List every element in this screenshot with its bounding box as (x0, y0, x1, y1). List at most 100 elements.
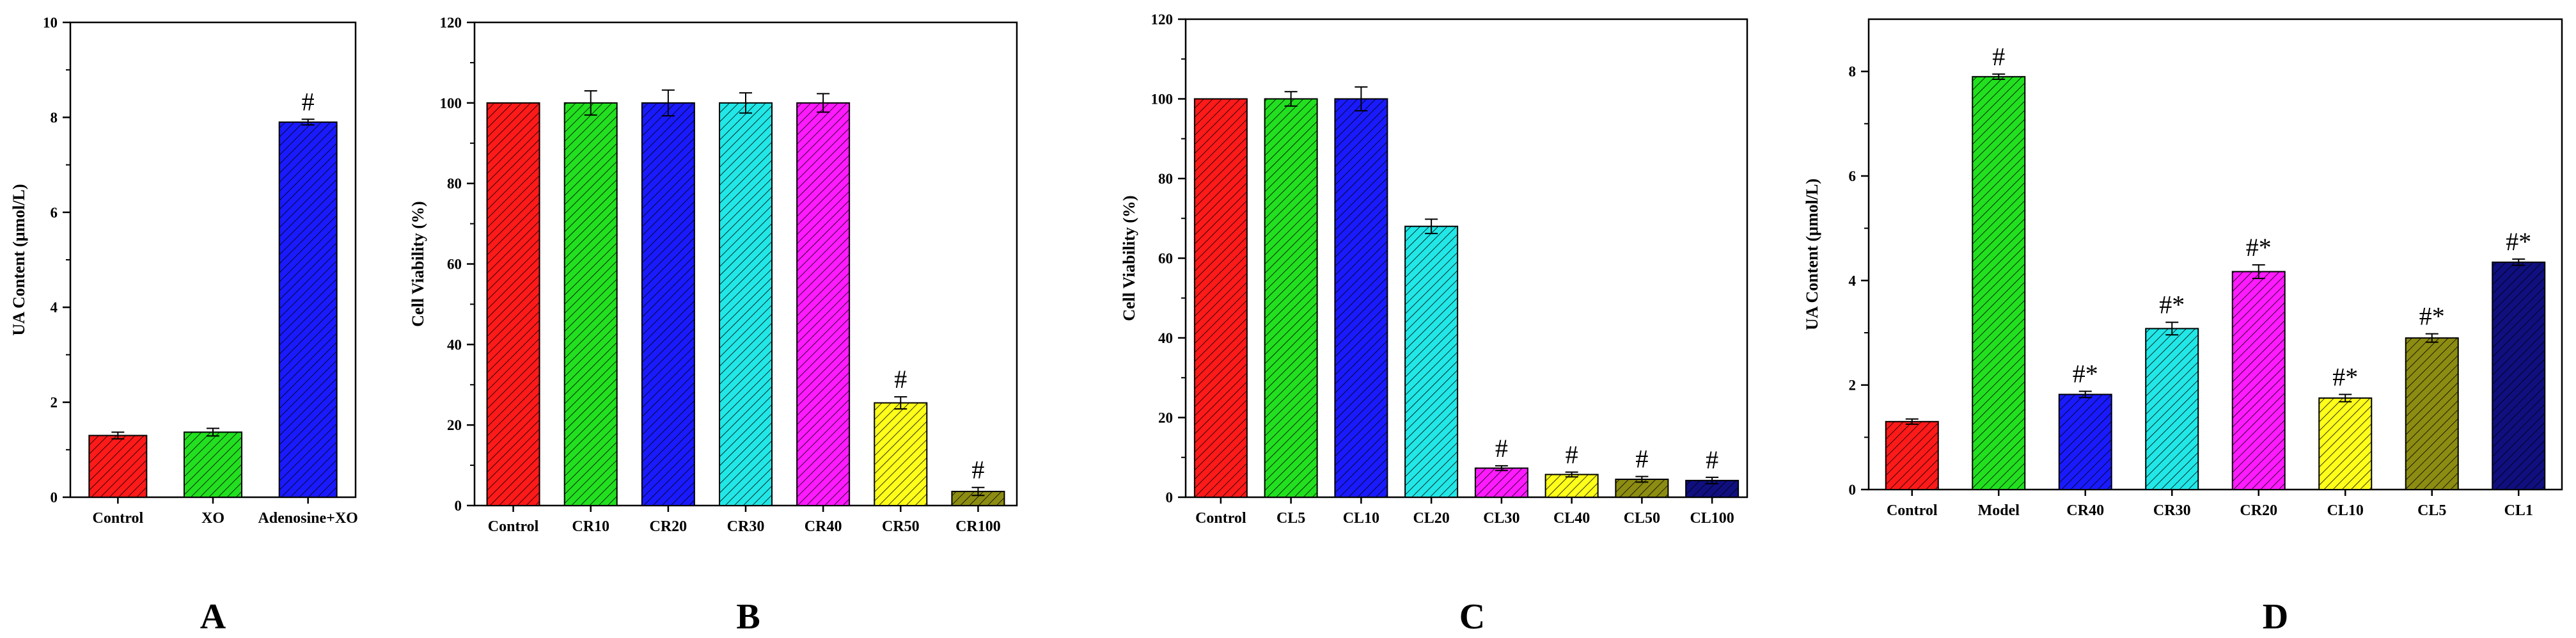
panel-d-annotation-5: #* (2246, 233, 2272, 262)
panel-a: 0 2 4 6 8 10 UA Content (μmol/L) Control XO # Aden… (10, 15, 358, 527)
panel-d-annotation-7: #* (2419, 302, 2445, 331)
panel-d-category-label-7: CL5 (2417, 502, 2446, 519)
panel-d-bar-hatch-3 (2058, 394, 2112, 490)
panel-c-category-label-3: CL10 (1343, 510, 1379, 527)
panel-a-ytick-label: 2 (51, 395, 58, 411)
panel-c-category-label-8: CL100 (1690, 510, 1734, 527)
panel-c-ytick-label: 40 (1158, 330, 1173, 346)
panel-d-annotation-4: #* (2159, 291, 2185, 319)
panel-c-annotation-6: # (1566, 440, 1578, 469)
panel-a-bar-hatch-3 (278, 121, 338, 498)
panel-a-category-label-2: XO (201, 510, 224, 527)
panel-b-category-label-3: CR20 (650, 518, 687, 535)
panel-d-category-label-2: Model (1978, 502, 2020, 519)
panel-d-bar-hatch-5 (2231, 271, 2286, 490)
panel-b-bar-hatch-4 (719, 102, 773, 507)
panel-b-annotation-6: # (894, 365, 907, 394)
panel-c: 0 20 40 60 80 100 120 Cell Viability (%) Control… (1120, 12, 1748, 527)
panel-d-ytick-label: 8 (1849, 64, 1857, 80)
panel-d-category-label-3: CR40 (2066, 502, 2104, 519)
panel-d-category-label-6: CL10 (2327, 502, 2364, 519)
panel-c-annotation-8: # (1706, 445, 1718, 474)
panel-b-bar-hatch-6 (874, 402, 928, 506)
panel-c-annotation-7: # (1635, 445, 1648, 474)
panel-c-bar-hatch-4 (1404, 225, 1459, 498)
panel-b-ytick-label: 0 (455, 498, 462, 514)
panel-d-bar-hatch-1 (1885, 420, 1939, 490)
panel-d-bar-hatch-8 (2492, 261, 2546, 490)
panel-b-ytick-label: 80 (447, 176, 462, 192)
panel-letter-a: A (200, 597, 226, 637)
panel-c-bar-hatch-6 (1544, 474, 1599, 498)
panel-d-ytick-label: 6 (1849, 168, 1857, 184)
panel-a-bar-hatch-2 (184, 431, 242, 498)
panel-b-ytick-label: 60 (447, 257, 462, 273)
panel-a-ytick-label: 4 (51, 299, 58, 315)
panel-c-ytick-label: 0 (1166, 490, 1174, 506)
panel-d-bar-hatch-2 (1972, 76, 2026, 491)
panel-d-category-label-8: CL1 (2504, 502, 2533, 519)
panel-b-ytick-label: 120 (440, 15, 462, 31)
panel-b-ytick-label: 40 (447, 337, 462, 353)
panel-c-bar-hatch-3 (1334, 98, 1388, 498)
panel-d-annotation-8: #* (2506, 227, 2531, 256)
panel-b-category-label-6: CR50 (882, 518, 920, 535)
panel-d-annotation-2: # (1992, 42, 2005, 71)
panel-c-category-label-4: CL20 (1413, 510, 1449, 527)
panel-a-ytick-label: 8 (51, 109, 58, 125)
panel-a-bar-hatch-1 (88, 435, 148, 498)
panel-c-category-label-7: CL50 (1624, 510, 1660, 527)
panel-b-category-label-5: CR40 (805, 518, 842, 535)
panel-b: 0 20 40 60 80 100 120 Cell Viability (%) Control… (409, 15, 1018, 535)
panel-c-category-label-5: CL30 (1483, 510, 1520, 527)
panel-c-ytick-label: 60 (1158, 251, 1173, 267)
panel-b-bar-hatch-2 (563, 102, 618, 507)
panel-b-ytick-label: 20 (447, 417, 462, 433)
panel-c-category-label-6: CL40 (1553, 510, 1590, 527)
panel-d-category-label-5: CR20 (2240, 502, 2277, 519)
panel-c-category-label-2: CL5 (1276, 510, 1305, 527)
panel-b-ytick-label: 100 (440, 95, 462, 111)
panel-d-bar-hatch-4 (2145, 328, 2199, 491)
panel-b-category-label-1: Control (488, 518, 539, 535)
panel-d-ytick-label: 4 (1849, 273, 1857, 289)
panel-c-ytick-label: 100 (1151, 92, 1174, 108)
panel-b-ylabel: Cell Viability (%) (409, 201, 427, 326)
panel-c-ytick-label: 20 (1158, 410, 1173, 426)
panel-d-ylabel: UA Content (μmol/L) (1803, 179, 1821, 330)
panel-c-category-label-1: Control (1195, 510, 1246, 527)
panel-d-bar-hatch-6 (2318, 397, 2373, 490)
panel-c-bar-hatch-5 (1474, 467, 1528, 498)
panel-a-ytick-label: 6 (51, 205, 58, 221)
panel-d: 0 2 4 6 8 UA Content (μmol/L) Control # Model #* C… (1803, 18, 2563, 519)
panel-d-bar-hatch-7 (2405, 337, 2459, 491)
panel-c-ylabel: Cell Viability (%) (1120, 195, 1138, 321)
panel-b-annotation-7: # (971, 456, 984, 484)
panel-b-bar-hatch-1 (486, 102, 540, 507)
panel-letter-d: D (2263, 597, 2288, 637)
panel-b-category-label-7: CR100 (955, 518, 1001, 535)
panel-b-bar-hatch-3 (641, 102, 695, 507)
panel-b-bar-hatch-5 (796, 102, 851, 507)
panel-c-ytick-label: 120 (1151, 12, 1174, 28)
panel-d-annotation-6: #* (2332, 362, 2358, 391)
panel-a-ylabel: UA Content (μmol/L) (10, 184, 28, 335)
panel-a-category-label-3: Adenosine+XO (258, 510, 357, 527)
panel-b-category-label-2: CR10 (572, 518, 609, 535)
panel-d-annotation-3: #* (2073, 359, 2098, 388)
panel-c-bar-hatch-1 (1193, 98, 1248, 498)
panel-letter-b: B (736, 597, 760, 637)
panel-d-ytick-label: 2 (1849, 378, 1857, 394)
panel-c-annotation-5: # (1495, 434, 1508, 463)
panel-a-annotation-3: # (302, 87, 315, 116)
panel-a-ytick-label: 10 (43, 15, 58, 31)
panel-d-ytick-label: 0 (1849, 482, 1857, 498)
panel-c-bar-hatch-2 (1264, 98, 1318, 498)
panel-d-plot-frame (1867, 18, 2563, 491)
panel-letter-c: C (1459, 597, 1485, 637)
panel-d-category-label-1: Control (1887, 502, 1938, 519)
panel-c-ytick-label: 80 (1158, 171, 1173, 187)
panel-a-category-label-1: Control (93, 510, 144, 527)
panel-d-category-label-4: CR30 (2153, 502, 2191, 519)
